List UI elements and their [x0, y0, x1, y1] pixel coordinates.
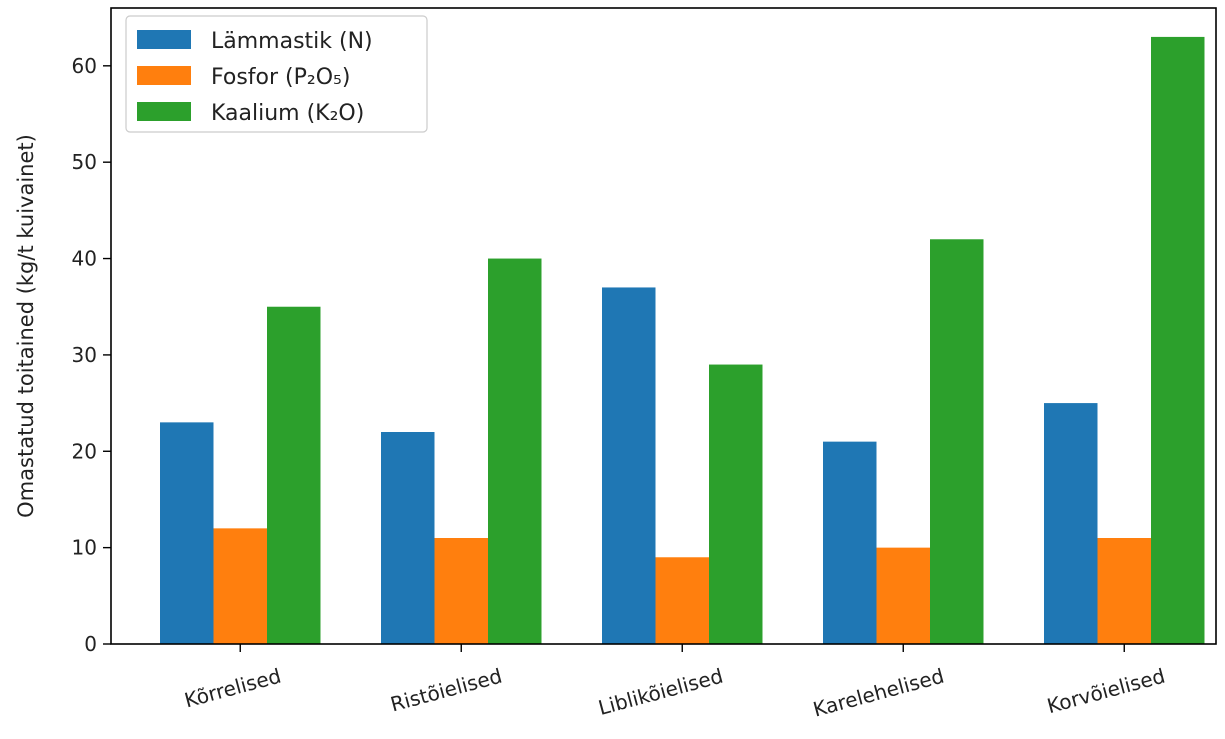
bar-3-3 [709, 364, 763, 644]
legend-swatch-3 [137, 102, 191, 121]
legend-swatch-2 [137, 66, 191, 85]
bar-1-2 [381, 432, 435, 644]
bar-1-4 [823, 441, 877, 644]
bar-1-1 [160, 422, 214, 644]
legend-label-3: Kaalium (K₂O) [211, 101, 364, 126]
bar-2-3 [655, 557, 709, 644]
y-tick-label-2: 20 [72, 439, 97, 463]
x-tick-label-0: Kõrrelised [182, 664, 284, 713]
bar-3-4 [930, 239, 984, 644]
bar-3-2 [488, 258, 542, 644]
legend-label-1: Lämmastik (N) [211, 29, 373, 54]
bar-1-5 [1044, 403, 1098, 644]
x-tick-label-4: Korvõielised [1044, 664, 1167, 719]
y-tick-label-1: 10 [72, 536, 97, 560]
bars-layer [160, 36, 1205, 645]
x-tick-label-3: Karelehelised [810, 664, 946, 722]
axes-frame [110, 7, 1217, 645]
y-tick-label-0: 0 [84, 632, 97, 656]
y-tick-label-6: 60 [72, 54, 97, 78]
y-tick-label-5: 50 [72, 150, 97, 174]
y-tick-label-3: 30 [72, 343, 97, 367]
legend-swatch-1 [137, 30, 191, 49]
bar-3-1 [267, 306, 321, 644]
bar-2-2 [434, 538, 488, 644]
y-axis-label: Omastatud toitained (kg/t kuivainet) [14, 134, 38, 518]
x-tick-label-2: Liblikõielised [596, 664, 726, 720]
y-tick-label-4: 40 [72, 247, 97, 271]
legend: Lämmastik (N) Fosfor (P₂O₅) Kaalium (K₂O) [125, 15, 428, 133]
bar-2-5 [1097, 538, 1151, 644]
x-tick-label-1: Ristõielised [388, 664, 505, 717]
bar-2-4 [876, 547, 930, 644]
legend-box [125, 15, 428, 133]
bar-3-5 [1151, 36, 1205, 645]
bar-2-1 [213, 528, 267, 644]
bar-1-3 [602, 287, 656, 644]
legend-label-2: Fosfor (P₂O₅) [211, 65, 350, 90]
